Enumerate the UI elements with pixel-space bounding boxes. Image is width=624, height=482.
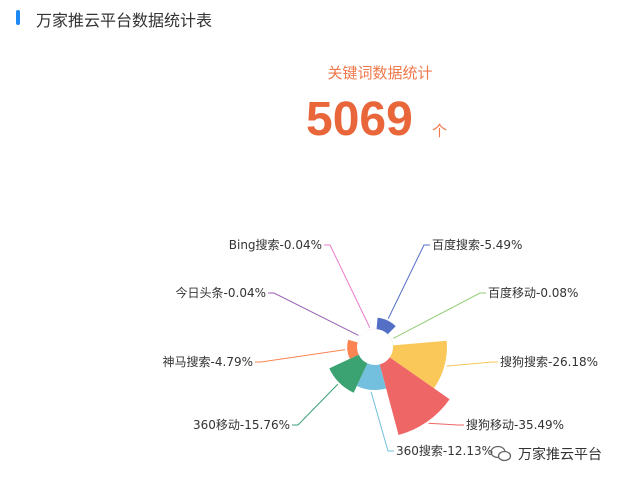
rose-sector[interactable] [329,354,368,393]
slice-label: Bing搜索-0.04% [229,237,322,252]
rose-sector[interactable] [387,334,394,346]
label-leader-line [324,244,371,328]
header-accent-bar [16,10,20,25]
slice-label: 360搜索-12.13% [396,443,493,458]
slice-label: 搜狗搜索-26.18% [500,354,598,369]
slice-label: 神马搜索-4.79% [163,354,253,369]
label-leader-line [255,349,346,363]
slice-label: 今日头条-0.04% [176,285,266,300]
rose-sector[interactable] [389,340,447,389]
label-leader-line [446,361,498,367]
wechat-icon [490,445,512,462]
label-leader-line [292,383,339,426]
rose-sector[interactable] [357,332,365,343]
summary-total: 5069 [306,93,413,146]
summary-label: 关键词数据统计 [327,64,433,82]
watermark: 万家推云平台 [490,444,602,464]
rose-sector[interactable] [379,357,450,436]
watermark-text: 万家推云平台 [518,447,602,463]
rose-sector[interactable] [376,317,396,335]
label-leader-line [393,292,486,339]
rose-sector[interactable] [364,328,377,333]
slice-label: 搜狗移动-35.49% [466,417,564,432]
label-leader-line [370,391,394,452]
label-leader-line [387,244,430,319]
slice-label: 360移动-15.76% [193,418,290,432]
page-title: 万家推云平台数据统计表 [36,11,213,30]
rose-sector[interactable] [356,363,387,390]
rose-sector[interactable] [347,339,359,359]
summary-unit: 个 [432,122,448,140]
label-leader-line [268,292,359,336]
slice-label: 百度搜索-5.49% [432,237,522,252]
slice-label: 百度移动-0.08% [488,285,578,300]
label-leader-line [428,422,464,426]
